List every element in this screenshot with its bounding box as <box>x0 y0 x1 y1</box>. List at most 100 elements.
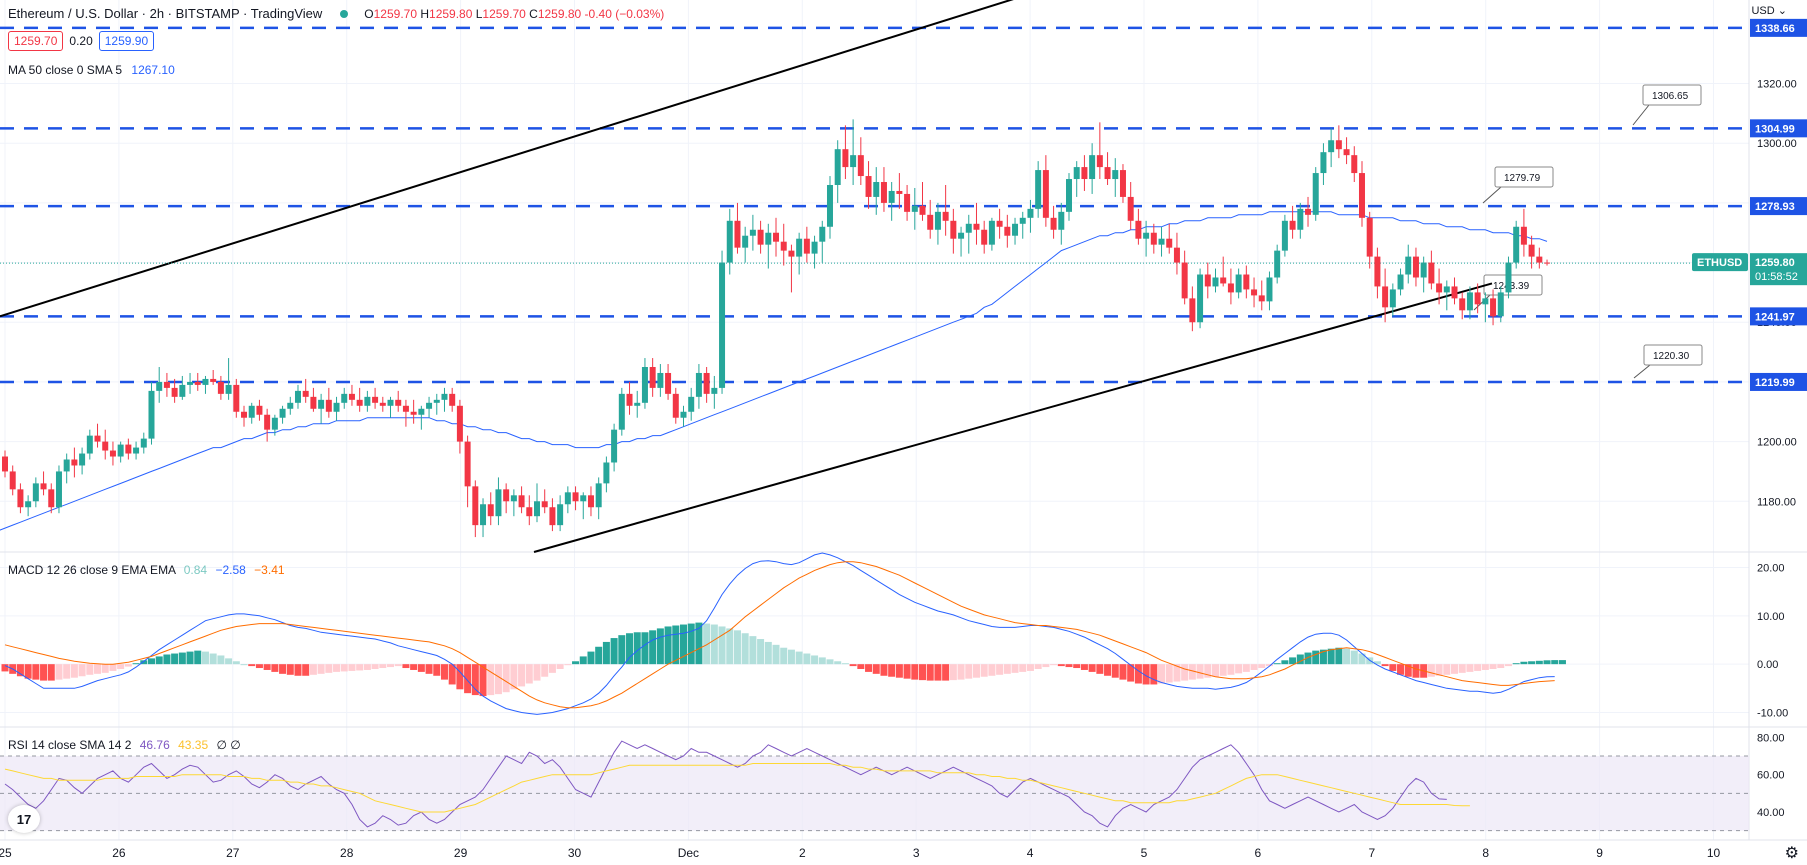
rsi-tick-label: 40.00 <box>1757 807 1785 819</box>
candle-body <box>749 229 756 236</box>
macd-hist-bar <box>1065 664 1073 668</box>
macd-hist-bar <box>479 664 487 697</box>
horizontal-gridlines <box>0 83 1749 713</box>
candle-body <box>117 444 124 457</box>
macd-hist-value: 0.84 <box>183 563 208 577</box>
tradingview-logo-icon[interactable]: 17 <box>8 805 40 833</box>
candle-body <box>71 459 78 466</box>
macd-tick-label: 20.00 <box>1757 563 1785 575</box>
candle-body <box>1266 277 1273 302</box>
currency-selector[interactable]: USD ⌄ <box>1751 5 1787 17</box>
macd-legend-label: MACD 12 26 close 9 EMA EMA <box>8 563 176 577</box>
candle-body <box>426 402 433 409</box>
candle-body <box>1374 256 1381 287</box>
macd-hist-bar <box>826 659 834 665</box>
candle-body <box>765 232 772 245</box>
macd-hist-bar <box>764 641 772 665</box>
macd-hist-bar <box>94 664 102 674</box>
candle-body <box>387 399 394 406</box>
rsi-value: 46.76 <box>139 738 170 752</box>
macd-hist-bar <box>24 664 32 679</box>
candle-body <box>734 220 741 248</box>
candle-body <box>557 504 564 526</box>
macd-hist-bar <box>86 664 94 675</box>
macd-hist-bar <box>626 633 634 665</box>
candle-body <box>611 429 618 463</box>
candle-body <box>1166 238 1173 248</box>
ma-legend[interactable]: MA 50 close 0 SMA 5 1267.10 <box>8 63 175 77</box>
macd-hist-bar <box>518 664 526 687</box>
upper-channel-line <box>0 0 1014 318</box>
candle-body <box>510 495 517 502</box>
macd-hist-bar <box>101 664 109 673</box>
rsi-legend[interactable]: RSI 14 close SMA 14 2 46.76 43.35 ∅ ∅ <box>8 738 241 752</box>
candle-body <box>210 378 217 382</box>
macd-hist-bar <box>124 664 132 667</box>
candle-body <box>904 193 911 212</box>
macd-hist-bar <box>494 664 502 695</box>
candle-body <box>819 226 826 242</box>
candle-body <box>919 205 926 215</box>
candle-body <box>1536 256 1543 263</box>
candle-body <box>1297 208 1304 230</box>
macd-hist-bar <box>410 664 418 670</box>
macd-hist-bar <box>1435 664 1443 676</box>
macd-hist-bar <box>757 639 765 665</box>
candle-body <box>1012 223 1019 236</box>
candle-body <box>271 417 278 430</box>
macd-hist-bar <box>1335 647 1343 665</box>
macd-histogram <box>1 622 1566 697</box>
ask-box[interactable]: 1259.90 <box>98 31 155 51</box>
callout-text: 1279.79 <box>1504 173 1541 184</box>
candle-body <box>850 155 857 168</box>
macd-tick-label: -10.00 <box>1757 708 1788 720</box>
candle-body <box>9 471 16 490</box>
candle-body <box>1389 289 1396 308</box>
candle-body <box>1212 277 1219 287</box>
candle-body <box>1281 220 1288 251</box>
candle-body <box>726 220 733 263</box>
macd-hist-bar <box>1073 664 1081 669</box>
macd-hist-bar <box>1319 649 1327 665</box>
candle-body <box>549 507 556 526</box>
time-tick-label: 9 <box>1596 846 1603 860</box>
macd-line-value: −2.58 <box>215 563 246 577</box>
level-price-label: 1304.99 <box>1755 123 1795 135</box>
candle-body <box>1066 179 1073 212</box>
candle-body <box>302 390 309 397</box>
time-tick-label: 26 <box>112 846 126 860</box>
gear-icon[interactable]: ⚙ <box>1784 845 1799 862</box>
macd-signal-line <box>4 561 1555 709</box>
chart-title: Ethereum / U.S. Dollar · 2h · BITSTAMP ·… <box>8 6 323 21</box>
macd-hist-bar <box>132 663 140 665</box>
macd-hist-bar <box>510 664 518 690</box>
candle-body <box>256 405 263 415</box>
macd-hist-bar <box>1327 648 1335 665</box>
macd-hist-bar <box>232 661 240 665</box>
macd-hist-bar <box>155 656 163 665</box>
price-callout: 1279.79 <box>1482 166 1554 204</box>
ma-legend-label: MA 50 close 0 SMA 5 <box>8 63 123 77</box>
candle-body <box>1204 274 1211 287</box>
rsi-ma-line <box>4 763 1470 813</box>
macd-hist-bar <box>1258 664 1266 669</box>
candle-body <box>1335 140 1342 150</box>
macd-legend[interactable]: MACD 12 26 close 9 EMA EMA 0.84 −2.58 −3… <box>8 563 285 577</box>
candle-body <box>1220 277 1227 284</box>
time-tick-label: 10 <box>1707 846 1721 860</box>
candle-body <box>1096 155 1103 168</box>
macd-hist-bar <box>348 664 356 671</box>
candle-body <box>865 176 872 197</box>
candle-body <box>333 402 340 412</box>
candle-body <box>534 501 541 517</box>
macd-hist-bar <box>1427 664 1435 677</box>
bid-box[interactable]: 1259.70 <box>8 31 64 51</box>
rsi-ma-value: 43.35 <box>178 738 209 752</box>
candle-body <box>102 441 109 451</box>
macd-hist-bar <box>217 655 225 665</box>
candle-body <box>25 501 32 508</box>
candle-body <box>1035 170 1042 209</box>
macd-hist-bar <box>564 664 572 666</box>
candle-body <box>372 396 379 403</box>
